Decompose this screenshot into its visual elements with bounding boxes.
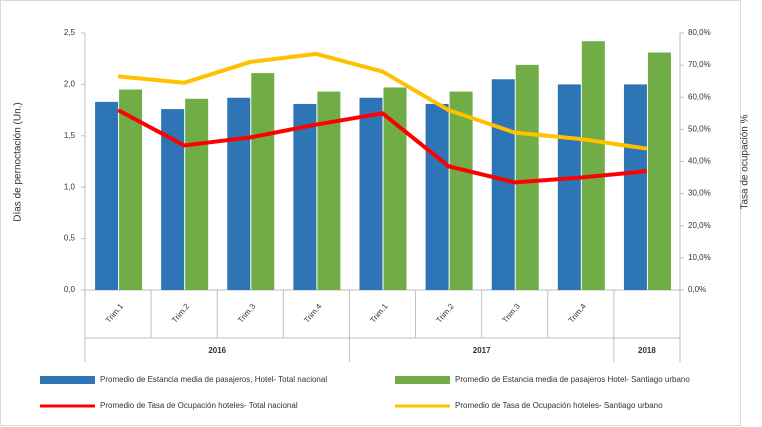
bar [227, 97, 251, 290]
bar [581, 41, 605, 290]
y-tick-label: 1,5 [64, 131, 76, 140]
x-tick-label: Trim.3 [236, 301, 258, 324]
legend-label: Promedio de Estancia media de pasajeros,… [100, 375, 327, 384]
x-tick-label: Trim.2 [434, 301, 456, 324]
x-tick-label: Trim.1 [104, 301, 126, 324]
y2-tick-label: 60,0% [688, 92, 711, 101]
y2-axis-label: Tasa de ocupación % [740, 114, 751, 209]
bar [251, 73, 275, 290]
bar [557, 84, 581, 291]
bar [119, 89, 143, 290]
bar [317, 91, 341, 290]
bar [383, 87, 407, 290]
legend-label: Promedio de Tasa de Ocupación hoteles- T… [100, 401, 298, 410]
bar [293, 103, 317, 290]
bar [647, 52, 671, 291]
line-series [117, 51, 648, 151]
y-axis-label: Días de pernoctación (Un.) [13, 102, 24, 222]
legend-label: Promedio de Estancia media de pasajeros … [455, 375, 690, 384]
x-tick-label: Trim.1 [368, 301, 390, 324]
y-tick-label: 0,0 [64, 285, 76, 294]
y2-tick-label: 10,0% [688, 253, 711, 262]
legend-label: Promedio de Tasa de Ocupación hoteles- S… [455, 401, 663, 410]
y-tick-label: 2,5 [64, 28, 76, 37]
x-tick-label: Trim.3 [501, 301, 523, 324]
y-tick-label: 0,5 [64, 234, 76, 243]
x-tick-label: Trim.4 [302, 301, 324, 324]
y2-tick-label: 20,0% [688, 221, 711, 230]
group-label: 2016 [208, 346, 226, 355]
group-label: 2018 [638, 346, 656, 355]
bar [491, 79, 515, 290]
y2-tick-label: 30,0% [688, 189, 711, 198]
y2-tick-label: 50,0% [688, 124, 711, 133]
y-tick-label: 2,0 [64, 80, 76, 89]
y2-tick-label: 70,0% [688, 60, 711, 69]
bar [449, 91, 473, 290]
legend-swatch [395, 376, 450, 384]
y2-tick-label: 0,0% [688, 285, 706, 294]
legend-swatch [40, 376, 95, 384]
line-series [117, 108, 648, 185]
group-label: 2017 [473, 346, 491, 355]
bar [185, 98, 209, 291]
x-tick-label: Trim.2 [170, 301, 192, 324]
y-tick-label: 1,0 [64, 182, 76, 191]
bar [95, 101, 119, 290]
chart-frame [0, 0, 741, 426]
bar [623, 84, 647, 291]
bar [515, 64, 539, 290]
bar [425, 103, 449, 290]
bar [161, 109, 185, 291]
bar [359, 97, 383, 290]
y2-tick-label: 80,0% [688, 28, 711, 37]
x-tick-label: Trim.4 [567, 301, 589, 324]
y2-tick-label: 40,0% [688, 157, 711, 166]
